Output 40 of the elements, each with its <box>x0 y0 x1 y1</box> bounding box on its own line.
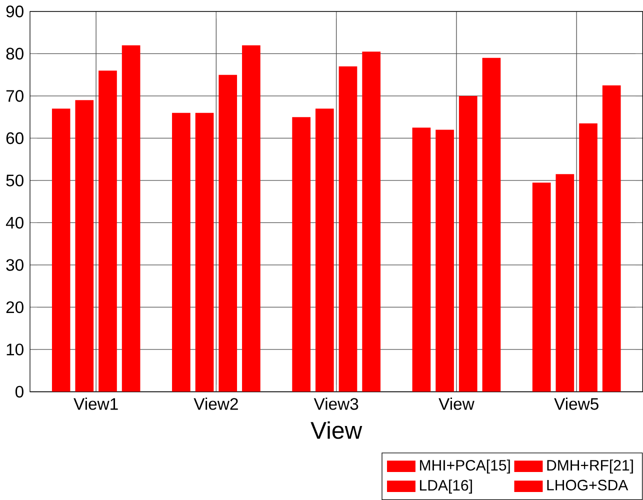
bar <box>98 70 117 392</box>
y-tick-label: 10 <box>6 344 24 356</box>
y-tick-label: 30 <box>6 259 24 271</box>
y-tick-label: 90 <box>6 6 24 18</box>
bar <box>292 117 310 392</box>
bar <box>436 130 454 392</box>
bar <box>172 112 190 392</box>
bar <box>556 174 574 392</box>
y-tick-label: 50 <box>6 174 24 186</box>
legend-label: DMH+RF[21] <box>547 460 633 474</box>
legend-label: LHOG+SDA <box>547 480 628 490</box>
x-tick-label: View2 <box>194 398 238 410</box>
bar <box>218 74 238 392</box>
x-tick-label: View1 <box>74 398 118 410</box>
bar <box>412 128 431 392</box>
bar <box>338 66 358 392</box>
legend-label: MHI+PCA[15] <box>420 460 510 474</box>
x-tick-label: View3 <box>314 398 358 410</box>
bar <box>122 45 140 392</box>
bar <box>52 108 70 392</box>
x-tick-label: View <box>438 398 474 410</box>
y-tick-label: 60 <box>6 132 24 144</box>
bar <box>315 108 334 392</box>
y-tick-label: 70 <box>6 90 24 102</box>
bar <box>482 58 501 392</box>
x-tick-label: View5 <box>554 398 598 410</box>
bar <box>602 85 621 392</box>
bar <box>532 182 551 392</box>
y-tick-label: 80 <box>6 48 24 60</box>
bar <box>242 45 260 392</box>
bar <box>362 52 380 392</box>
y-tick-label: 40 <box>6 216 24 229</box>
y-tick-label: 0 <box>15 386 24 398</box>
bar <box>195 112 214 392</box>
y-tick-label: 20 <box>6 301 24 314</box>
bar <box>458 96 478 392</box>
legend-label: LDA[16] <box>420 480 472 494</box>
x-axis-title: View <box>310 421 362 439</box>
bar <box>75 100 94 392</box>
bar <box>579 123 598 392</box>
